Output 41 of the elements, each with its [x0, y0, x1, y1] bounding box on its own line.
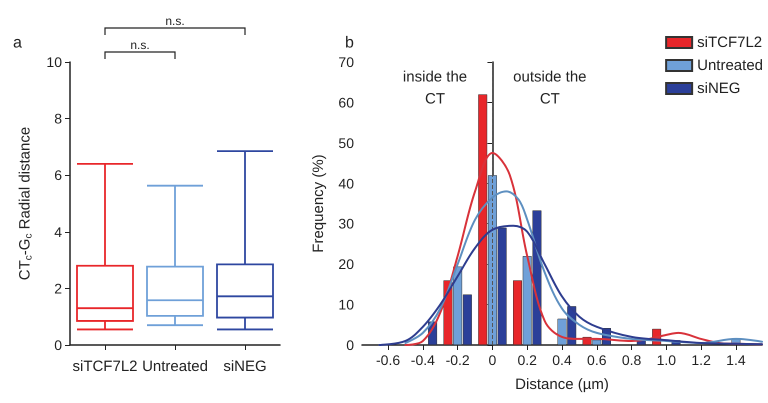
y-tick-label: 20: [338, 256, 354, 272]
x-tick-label: 0.4: [552, 352, 572, 368]
y-tick-label: 0: [54, 337, 62, 353]
chart-title: b: [345, 34, 354, 52]
y-tick-label: 30: [338, 216, 354, 232]
x-tick-label: 0.8: [622, 352, 642, 368]
text: n.s.: [165, 14, 185, 28]
x-tick-label: siNEG: [223, 358, 267, 375]
y-tick-label: 70: [338, 54, 354, 70]
annotation: inside the CT: [402, 68, 468, 108]
x-tick-label: 1.4: [726, 352, 746, 368]
text: n.s.: [130, 38, 150, 52]
x-tick-label: Untreated: [142, 358, 208, 375]
legend-label: Untreated: [697, 57, 763, 74]
x-tick-label: 0: [488, 352, 497, 368]
y-tick-label: 6: [54, 167, 62, 184]
x-tick-label: -0.2: [446, 352, 470, 368]
annotation: outside the CT: [513, 68, 587, 108]
y-tick-label: 8: [54, 110, 62, 127]
y-axis-title: Frequency (%): [310, 154, 327, 253]
y-axis-title: CTc-Gc Radial distance: [16, 126, 34, 280]
x-tick-label: -0.4: [410, 352, 436, 368]
legend-label: siNEG: [697, 80, 740, 97]
x-tick-label: 0.6: [587, 352, 607, 368]
y-tick-label: 40: [338, 175, 354, 192]
x-tick-label: 1.2: [691, 352, 712, 368]
x-axis-title: Distance (µm): [515, 376, 609, 393]
y-tick-label: 50: [338, 134, 354, 151]
x-tick-label: -0.6: [376, 352, 400, 368]
legend-label: siTCF7L2: [697, 34, 762, 51]
y-tick-label: 0: [346, 337, 354, 353]
x-tick-label: 0.2: [517, 352, 538, 368]
y-tick-label: 4: [54, 224, 62, 240]
line-series: [404, 190, 763, 344]
chart-title: a: [13, 34, 22, 52]
y-tick-label: 2: [54, 280, 62, 296]
x-tick-label: siTCF7L2: [72, 358, 138, 375]
y-tick-label: 10: [338, 296, 354, 313]
x-tick-label: 1.0: [656, 352, 676, 368]
y-tick-label: 10: [46, 54, 62, 70]
y-tick-label: 60: [338, 94, 354, 110]
